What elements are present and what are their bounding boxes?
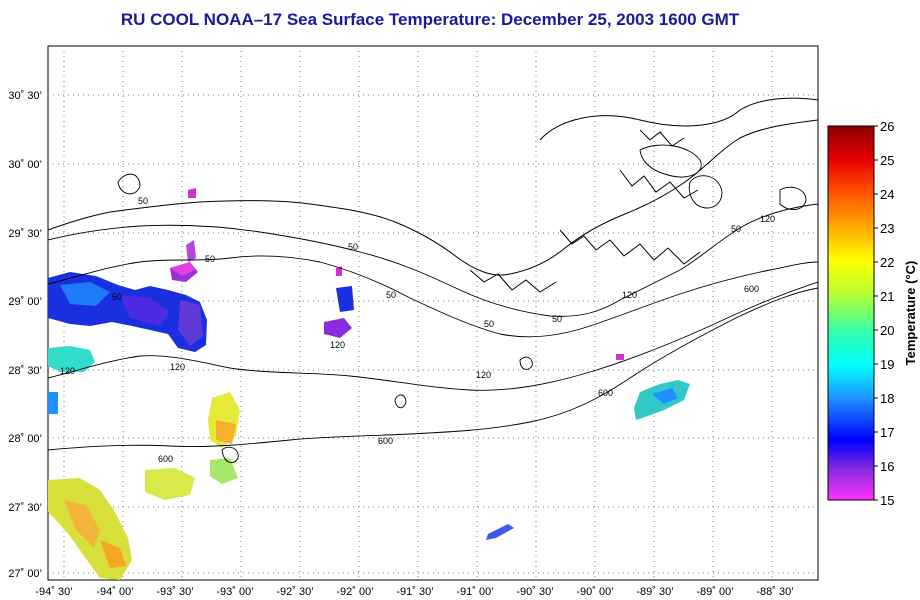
sst-patch-south xyxy=(486,524,514,540)
lon-label: -89˚ 00’ xyxy=(696,586,733,598)
contour-label: 50 xyxy=(348,242,358,252)
lon-label: -92˚ 00’ xyxy=(336,586,373,598)
contour-label: 120 xyxy=(60,366,75,376)
contour-label: 120 xyxy=(330,340,345,350)
contour-label: 600 xyxy=(598,388,613,398)
sst-patch-cyan xyxy=(48,346,95,372)
lon-labels: -94˚ 30’ -94˚ 00’ -93˚ 30’ -93˚ 00’ -92˚… xyxy=(35,586,793,598)
lon-label: -94˚ 30’ xyxy=(35,586,72,598)
colorbar-tick-label: 17 xyxy=(880,425,894,440)
colorbar-tick-label: 21 xyxy=(880,289,894,304)
colorbar-ticks: 26 25 24 23 22 21 20 19 18 17 16 15 xyxy=(874,119,894,508)
lat-label: 29˚ 30’ xyxy=(8,228,42,240)
coastline xyxy=(48,97,818,293)
contour-label: 600 xyxy=(744,284,759,294)
contour-label: 120 xyxy=(760,214,775,224)
contour-label: 600 xyxy=(378,436,393,446)
colorbar-tick-label: 22 xyxy=(880,255,894,270)
lat-label: 27˚ 00’ xyxy=(8,568,42,580)
lon-label: -89˚ 30’ xyxy=(636,586,673,598)
colorbar-tick-label: 20 xyxy=(880,323,894,338)
contour-120-outer xyxy=(48,281,818,391)
colorbar-tick-label: 18 xyxy=(880,391,894,406)
colorbar-tick-label: 19 xyxy=(880,357,894,372)
contour-label: 50 xyxy=(386,290,396,300)
lon-label: -88˚ 30’ xyxy=(756,586,793,598)
colorbar: 26 25 24 23 22 21 20 19 18 17 16 15 Temperature (°C… xyxy=(827,119,918,508)
sst-patch-central-south xyxy=(145,468,195,500)
contour-labels: 50 50 50 50 50 50 50 50 120 120 120 120 … xyxy=(60,196,775,464)
colorbar-label: Temperature (°C) xyxy=(903,261,918,366)
contours xyxy=(48,144,818,464)
contour-label: 120 xyxy=(170,362,185,372)
contour-label: 50 xyxy=(552,314,562,324)
contour-label: 120 xyxy=(476,370,491,380)
sst-patches xyxy=(48,188,690,580)
lat-label: 30˚ 00’ xyxy=(8,159,42,171)
contour-600 xyxy=(48,287,818,451)
lon-label: -91˚ 00’ xyxy=(456,586,493,598)
colorbar-gradient xyxy=(827,125,875,501)
colorbar-tick-label: 23 xyxy=(880,221,894,236)
colorbar-tick-label: 25 xyxy=(880,153,894,168)
colorbar-tick-label: 24 xyxy=(880,187,894,202)
lat-label: 28˚ 30’ xyxy=(8,365,42,377)
colorbar-tick-label: 16 xyxy=(880,459,894,474)
lat-label: 29˚ 00’ xyxy=(8,296,42,308)
lon-label: -93˚ 00’ xyxy=(216,586,253,598)
contour-120 xyxy=(48,255,818,338)
contour-label: 50 xyxy=(484,319,494,329)
contour-50 xyxy=(48,203,818,317)
contour-label: 50 xyxy=(205,254,215,264)
lon-label: -90˚ 00’ xyxy=(576,586,613,598)
contour-label: 600 xyxy=(158,454,173,464)
lon-label: -92˚ 30’ xyxy=(276,586,313,598)
lat-label: 27˚ 30’ xyxy=(8,502,42,514)
lat-label: 28˚ 00’ xyxy=(8,433,42,445)
contour-label: 50 xyxy=(138,196,148,206)
lat-labels: 30˚ 30’ 30˚ 00’ 29˚ 30’ 29˚ 00’ 28˚ 30’ … xyxy=(8,90,42,580)
contour-label: 120 xyxy=(622,290,637,300)
colorbar-tick-label: 15 xyxy=(880,493,894,508)
sst-patch-center xyxy=(336,286,354,312)
map-title: RU COOL NOAA–17 Sea Surface Temperature:… xyxy=(120,10,740,29)
colorbar-tick-label: 26 xyxy=(880,119,894,134)
lon-label: -93˚ 30’ xyxy=(156,586,193,598)
lon-label: -91˚ 30’ xyxy=(396,586,433,598)
lat-label: 30˚ 30’ xyxy=(8,90,42,102)
contour-label: 50 xyxy=(112,292,122,302)
lon-label: -90˚ 30’ xyxy=(516,586,553,598)
contour-label: 50 xyxy=(731,224,741,234)
lon-label: -94˚ 00’ xyxy=(96,586,133,598)
